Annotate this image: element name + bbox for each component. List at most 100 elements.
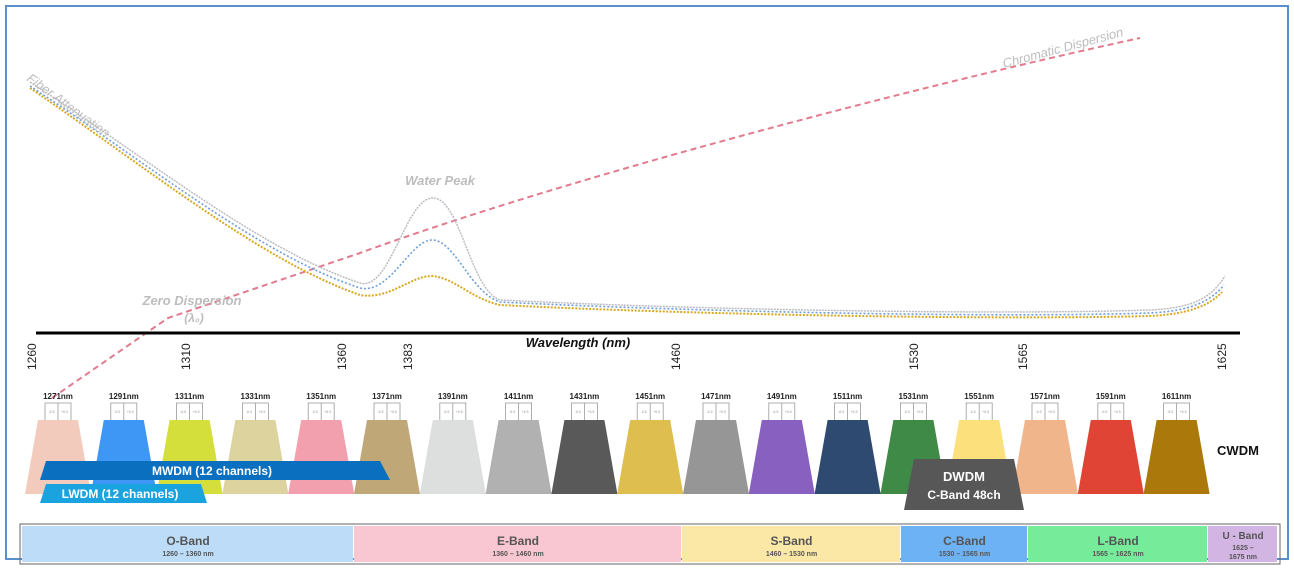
channel-bracket [702,402,730,420]
mwdm-bar [40,461,390,480]
channel-trapezoid [90,420,157,494]
channel-tick-minus: -6.5 [904,410,910,414]
channel-trapezoid [683,420,749,494]
channel-label: 1331nm [241,392,271,401]
channel-label: 1491nm [767,392,797,401]
band-segment: C-Band 1530 – 1565 nm [901,526,1027,562]
channel-tick-plus: +6.5 [1048,410,1055,414]
dwdm-label-line1: DWDM [943,469,985,484]
axis-tick-label: 1460 [669,343,683,370]
band-name: E-Band [497,534,539,548]
channel-tick-plus: +6.5 [1180,410,1187,414]
channel-tick-plus: +6.5 [324,410,331,414]
dwdm-box [904,459,1024,510]
channel-tick-minus: -6.5 [575,410,581,414]
channel-trapezoid [748,420,815,494]
band-fill [22,526,353,562]
channel-tick-plus: +6.5 [258,410,265,414]
channel-trapezoid [419,420,486,494]
channel-label: 1411nm [504,392,533,401]
channel-bracket [44,402,72,420]
channel-tick-minus: -6.5 [377,410,383,414]
band-fill [1028,526,1207,562]
band-name: O-Band [166,534,209,548]
lwdm-bar [40,484,207,503]
channel-tick-minus: -6.5 [641,410,647,414]
axis-tick-label: 1383 [401,343,415,370]
axis-tick-label: 1565 [1016,343,1030,370]
channel-label: 1311nm [175,392,204,401]
channel-tick-minus: -6.5 [443,410,449,414]
water-peak-label: Water Peak [405,173,476,188]
channel-tick-minus: -6.5 [180,410,186,414]
band-fill [1208,526,1277,562]
channel-tick-minus: -6.5 [838,410,844,414]
axis-tick-label: 1530 [907,343,921,370]
channel-label: 1471nm [701,392,731,401]
band-segment: L-Band 1565 – 1625 nm [1028,526,1207,562]
cwdm-channel: 1511nm -6.5 +6.5 [814,392,881,494]
channel-trapezoid [222,420,289,494]
channel-tick-plus: +6.5 [587,410,594,414]
channel-label: 1571nm [1030,392,1060,401]
channel-tick-minus: -6.5 [114,410,120,414]
channel-bracket [307,402,335,420]
channel-trapezoid [551,420,618,494]
channel-bracket [439,402,467,420]
band-segment: O-Band 1260 – 1360 nm [22,526,353,562]
band-name: C-Band [943,534,986,548]
channel-tick-plus: +6.5 [127,410,134,414]
band-range: 1625 – [1232,545,1254,552]
channel-label: 1391nm [438,392,468,401]
fiber-attenuation-curve-yellow [29,87,1223,319]
cwdm-channel: 1411nm -6.5 +6.5 [485,392,552,494]
channel-tick-plus: +6.5 [1114,410,1121,414]
channel-bracket [1031,402,1059,420]
channel-tick-minus: -6.5 [312,410,318,414]
channel-bracket [636,402,664,420]
channel-label: 1551nm [964,392,994,401]
channel-trapezoid [25,420,91,494]
channel-bracket [373,402,401,420]
band-segment: E-Band 1360 – 1460 nm [354,526,681,562]
axis-tick-label: 1360 [335,343,349,370]
channel-bracket [1097,402,1125,420]
channel-trapezoid [354,420,420,494]
axis-tick-label: 1260 [25,343,39,370]
channel-trapezoid [156,420,223,494]
band-name: U - Band [1222,531,1263,542]
channel-bracket [1163,402,1190,420]
channel-label: 1271nm [43,392,73,401]
channel-tick-minus: -6.5 [246,410,252,414]
channel-tick-plus: +6.5 [785,410,792,414]
channel-tick-minus: -6.5 [509,410,515,414]
band-fill [354,526,681,562]
channel-tick-plus: +6.5 [653,410,660,414]
axis-tick-label: 1310 [179,343,193,370]
band-range: 1565 – 1625 nm [1092,551,1143,558]
zero-dispersion-symbol: (λ₀) [184,311,203,325]
channel-tick-plus: +6.5 [456,410,463,414]
channel-tick-minus: -6.5 [772,410,778,414]
band-segment: U - Band 1625 – 1675 nm [1208,526,1277,562]
channel-trapezoid [485,420,552,494]
axis-title: Wavelength (nm) [526,335,631,350]
band-range: 1675 nm [1229,554,1257,561]
channel-label: 1291nm [109,392,139,401]
band-strip-frame [19,523,1281,565]
fiber-attenuation-label: Fiber Attenuation [24,70,113,140]
channel-bracket [834,402,861,420]
cwdm-channel: 1491nm -6.5 +6.5 [748,392,815,494]
fiber-attenuation-curve-blue [29,85,1225,316]
channel-tick-plus: +6.5 [390,410,397,414]
channel-tick-minus: -6.5 [1101,410,1107,414]
channel-label: 1611nm [1162,392,1191,401]
channel-trapezoid [1012,420,1078,494]
curves-group [29,37,1226,399]
band-name: L-Band [1097,534,1138,548]
channel-tick-minus: -6.5 [970,410,976,414]
band-range: 1460 – 1530 nm [766,551,817,558]
channel-tick-minus: -6.5 [1167,410,1173,414]
channel-bracket [176,402,203,420]
channel-tick-minus: -6.5 [706,410,712,414]
